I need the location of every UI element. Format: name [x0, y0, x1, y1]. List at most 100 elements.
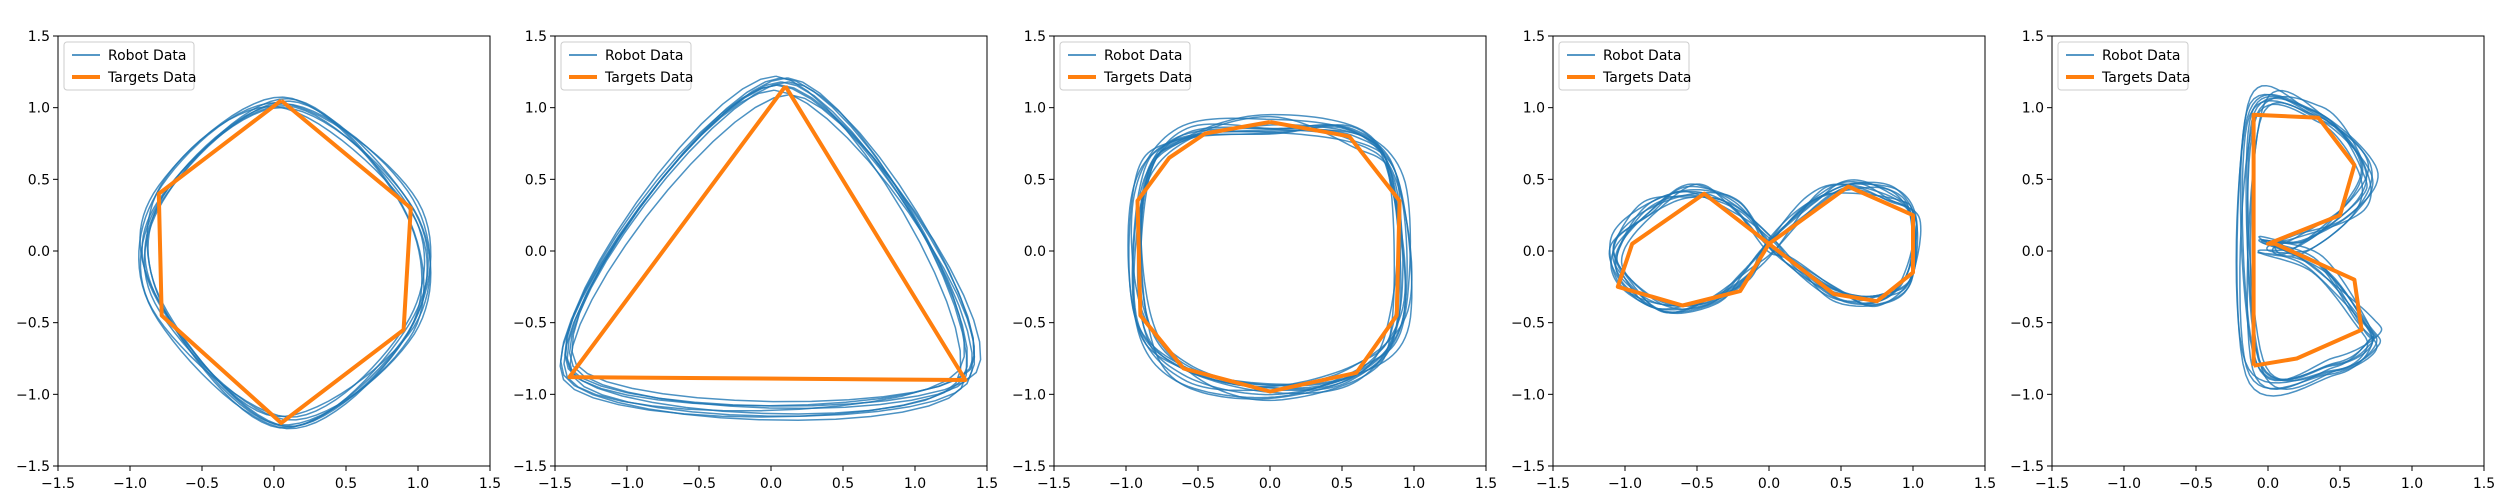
y-tick-label: −0.5	[1012, 316, 1046, 332]
x-tick-label: 0.5	[1830, 476, 1852, 492]
robot-trajectory-loop	[564, 84, 982, 407]
legend-targets-label: Targets Data	[2101, 70, 2190, 86]
robot-trajectory-loop	[1608, 181, 1919, 310]
x-tick-label: −1.5	[2035, 476, 2069, 492]
subplot-5: −1.5 −1.0 −0.5 0.0 0.5 1.0 1.5 −1.5 −1.0 −0.5 0.0 0…	[2010, 29, 2495, 492]
x-tick-label: 1.0	[407, 476, 429, 492]
x-tick-label: −1.0	[113, 476, 147, 492]
x-tick-label: −1.0	[1109, 476, 1143, 492]
y-tick-label: −0.5	[2010, 316, 2044, 332]
legend-targets-label: Targets Data	[1103, 70, 1192, 86]
robot-trajectory-loop	[559, 77, 968, 422]
x-tick-label: 0.5	[832, 476, 854, 492]
x-tick-label: −1.5	[1536, 476, 1570, 492]
x-tick-label: 1.5	[976, 476, 998, 492]
legend: Robot Data Targets Data	[1558, 41, 1691, 91]
targets-data-line	[1135, 120, 1402, 394]
x-tick-label: 0.5	[335, 476, 357, 492]
y-tick-label: −1.5	[513, 459, 547, 475]
robot-trajectory-loop	[2239, 93, 2376, 381]
legend-targets-label: Targets Data	[1602, 70, 1691, 86]
legend-robot-label: Robot Data	[605, 48, 683, 64]
x-tick-label: 0.0	[2257, 476, 2279, 492]
legend-robot-label: Robot Data	[108, 48, 186, 64]
x-tick-label: 0.0	[1758, 476, 1780, 492]
x-tick-label: −0.5	[185, 476, 219, 492]
y-tick-label: −1.0	[1012, 387, 1046, 403]
robot-trajectory-loop	[1131, 124, 1412, 399]
y-tick-label: 1.5	[525, 29, 547, 45]
robot-trajectory-loop	[566, 83, 975, 407]
y-tick-label: −0.5	[16, 316, 50, 332]
x-tick-label: 1.5	[479, 476, 501, 492]
y-tick-label: 0.0	[1523, 244, 1545, 260]
y-tick-label: 1.5	[1523, 29, 1545, 45]
y-tick-label: 1.0	[2022, 101, 2044, 117]
y-tick-label: −1.0	[16, 387, 50, 403]
robot-trajectory-loop	[1128, 124, 1407, 390]
legend-robot-label: Robot Data	[2102, 48, 2180, 64]
x-tick-label: −1.0	[2107, 476, 2141, 492]
legend-robot-label: Robot Data	[1603, 48, 1681, 64]
y-tick-label: −1.0	[2010, 387, 2044, 403]
robot-data-series	[559, 75, 982, 422]
y-tick-label: 0.0	[525, 244, 547, 260]
x-tick-label: −0.5	[1181, 476, 1215, 492]
y-tick-label: 0.5	[1024, 172, 1046, 188]
targets-data-line	[1615, 184, 1915, 308]
y-tick-label: −0.5	[513, 316, 547, 332]
robot-data-series	[138, 96, 432, 430]
robot-trajectory-loop	[559, 81, 968, 418]
y-tick-label: 1.0	[28, 101, 50, 117]
x-tick-label: 1.5	[1475, 476, 1497, 492]
robot-trajectory-loop	[144, 100, 429, 428]
y-tick-label: 0.5	[1523, 172, 1545, 188]
y-tick-label: 1.0	[1523, 101, 1545, 117]
x-tick-label: −1.5	[538, 476, 572, 492]
x-tick-label: 0.0	[760, 476, 782, 492]
x-tick-label: 1.0	[1902, 476, 1924, 492]
x-tick-label: 1.0	[2401, 476, 2423, 492]
y-tick-label: −0.5	[1511, 316, 1545, 332]
x-tick-label: −1.0	[1608, 476, 1642, 492]
robot-trajectory-loop	[564, 75, 962, 415]
robot-trajectory-loop	[143, 97, 425, 421]
robot-trajectory-loop	[1138, 124, 1396, 402]
y-tick-label: 0.0	[28, 244, 50, 260]
y-tick-label: 1.0	[525, 101, 547, 117]
robot-trajectory-loop	[1139, 130, 1402, 396]
y-tick-label: −1.0	[513, 387, 547, 403]
x-tick-label: −1.5	[1037, 476, 1071, 492]
y-tick-label: 0.0	[1024, 244, 1046, 260]
y-tick-label: 0.5	[525, 172, 547, 188]
subplot-3: −1.5 −1.0 −0.5 0.0 0.5 1.0 1.5 −1.5 −1.0 −0.5 0.0 0…	[1012, 29, 1497, 492]
legend-robot-label: Robot Data	[1104, 48, 1182, 64]
y-tick-label: 1.0	[1024, 101, 1046, 117]
robot-trajectory-loop	[1140, 129, 1399, 387]
legend: Robot Data Targets Data	[560, 41, 693, 91]
x-tick-label: 1.5	[2473, 476, 2495, 492]
targets-data-line	[2251, 112, 2364, 368]
x-tick-label: 1.5	[1974, 476, 1996, 492]
y-tick-label: −1.0	[1511, 387, 1545, 403]
x-tick-label: 1.0	[1403, 476, 1425, 492]
targets-data-line	[567, 85, 968, 382]
axes-frame	[1053, 35, 1487, 467]
x-tick-label: −1.5	[41, 476, 75, 492]
robot-trajectory-loop	[146, 105, 428, 429]
robot-data-series	[2235, 84, 2383, 397]
legend: Robot Data Targets Data	[1059, 41, 1192, 91]
x-tick-label: 0.5	[2329, 476, 2351, 492]
robot-trajectory-loop	[1132, 115, 1404, 395]
y-tick-label: −1.5	[2010, 459, 2044, 475]
robot-trajectory-loop	[139, 96, 423, 428]
x-tick-label: 0.0	[1259, 476, 1281, 492]
y-tick-label: −1.5	[16, 459, 50, 475]
x-tick-label: −0.5	[682, 476, 716, 492]
robot-trajectory-loop	[571, 89, 976, 403]
y-tick-label: 1.5	[1024, 29, 1046, 45]
y-tick-label: 1.5	[28, 29, 50, 45]
y-tick-label: 0.5	[28, 172, 50, 188]
legend: Robot Data Targets Data	[63, 41, 196, 91]
